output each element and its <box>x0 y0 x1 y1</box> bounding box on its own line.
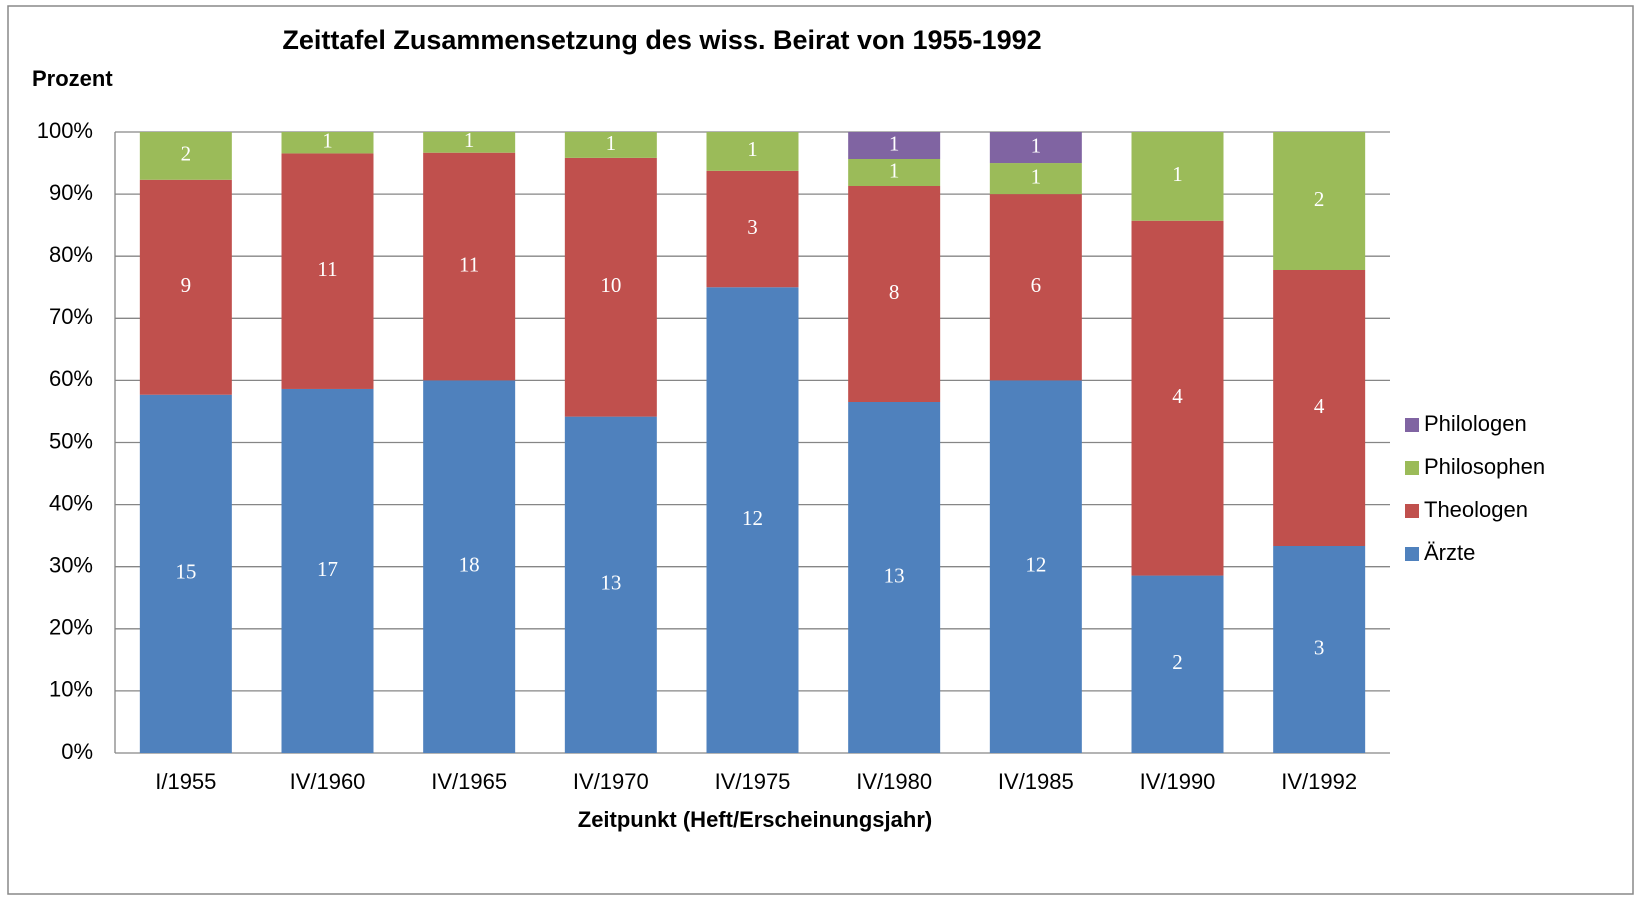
bar-segment <box>139 179 232 395</box>
data-label: 13 <box>884 563 905 587</box>
data-label: 2 <box>1172 650 1183 674</box>
y-tick-label: 50% <box>49 428 93 453</box>
data-label: 13 <box>600 571 621 595</box>
x-axis-title: Zeitpunkt (Heft/Erscheinungsjahr) <box>578 807 932 832</box>
bar-segment <box>706 170 799 288</box>
bar-segment <box>1131 575 1224 753</box>
x-tick-label: IV/1990 <box>1140 769 1216 794</box>
bar-segment <box>848 132 941 159</box>
x-tick-label: I/1955 <box>155 769 216 794</box>
data-label: 1 <box>1031 164 1042 188</box>
y-tick-label: 60% <box>49 366 93 391</box>
bar-segment <box>1273 546 1366 753</box>
bar-segment <box>989 194 1082 381</box>
data-label: 1 <box>889 158 900 182</box>
bar-segment <box>989 380 1082 753</box>
bar-segment <box>1131 220 1224 576</box>
bar-segment <box>564 157 657 417</box>
bar-segment <box>564 416 657 753</box>
bar-segment <box>989 163 1082 195</box>
bar-segment <box>1131 132 1224 221</box>
x-tick-label: IV/1965 <box>431 769 507 794</box>
data-label: 3 <box>1314 635 1325 659</box>
bar-segment <box>281 132 374 154</box>
y-axis-title: Prozent <box>32 66 113 91</box>
x-tick-label: IV/1975 <box>715 769 791 794</box>
bar-segment <box>706 287 799 753</box>
data-label: 1 <box>1031 133 1042 157</box>
legend-label: Theologen <box>1424 497 1528 522</box>
data-label: 18 <box>459 553 480 577</box>
data-label: 12 <box>742 506 763 530</box>
y-tick-label: 0% <box>61 739 93 764</box>
data-label: 2 <box>1314 187 1325 211</box>
bar-segment <box>423 380 516 753</box>
legend-label: Philologen <box>1424 411 1527 436</box>
data-label: 1 <box>1172 162 1183 186</box>
y-tick-label: 30% <box>49 553 93 578</box>
bar-segment <box>281 153 374 389</box>
x-tick-label: IV/1992 <box>1281 769 1357 794</box>
data-label: 15 <box>175 560 196 584</box>
legend-label: Ärzte <box>1424 540 1475 565</box>
data-label: 4 <box>1172 384 1183 408</box>
bar-segment <box>423 132 516 153</box>
data-label: 1 <box>747 137 758 161</box>
bar-segment <box>1273 270 1366 546</box>
x-tick-label: IV/1985 <box>998 769 1074 794</box>
y-tick-label: 20% <box>49 615 93 640</box>
legend-swatch <box>1405 547 1419 561</box>
y-tick-label: 90% <box>49 180 93 205</box>
data-label: 1 <box>464 128 475 152</box>
bar-segment <box>281 388 374 753</box>
bar-segment <box>848 402 941 753</box>
y-tick-label: 70% <box>49 304 93 329</box>
y-tick-label: 80% <box>49 242 93 267</box>
bar-segment <box>139 394 232 753</box>
bar-segment <box>848 186 941 402</box>
y-tick-label: 10% <box>49 677 93 702</box>
chart-border <box>7 5 1634 895</box>
bar-segment <box>706 132 799 171</box>
data-label: 11 <box>317 257 337 281</box>
bar-segment <box>1273 132 1366 270</box>
data-label: 1 <box>606 131 617 155</box>
x-tick-label: IV/1980 <box>856 769 932 794</box>
x-tick-label: IV/1970 <box>573 769 649 794</box>
legend-swatch <box>1405 461 1419 475</box>
legend-swatch <box>1405 504 1419 518</box>
bar-segment <box>989 132 1082 164</box>
data-label: 12 <box>1025 553 1046 577</box>
bar-segment <box>564 132 657 158</box>
y-tick-label: 40% <box>49 490 93 515</box>
data-label: 10 <box>600 273 621 297</box>
data-label: 11 <box>459 252 479 276</box>
bar-segment <box>139 132 232 180</box>
legend-swatch <box>1405 418 1419 432</box>
data-label: 3 <box>747 215 758 239</box>
data-label: 6 <box>1031 273 1042 297</box>
data-label: 9 <box>181 273 192 297</box>
bar-segment <box>423 152 516 381</box>
bar-segment <box>848 159 941 186</box>
data-label: 1 <box>322 129 333 153</box>
data-label: 4 <box>1314 394 1325 418</box>
data-label: 2 <box>181 142 192 166</box>
data-label: 1 <box>889 131 900 155</box>
y-tick-label: 100% <box>37 118 93 143</box>
x-tick-label: IV/1960 <box>290 769 366 794</box>
legend-label: Philosophen <box>1424 454 1545 479</box>
data-label: 17 <box>317 557 338 581</box>
chart-title: Zeittafel Zusammensetzung des wiss. Beir… <box>282 25 1041 55</box>
data-label: 8 <box>889 280 900 304</box>
